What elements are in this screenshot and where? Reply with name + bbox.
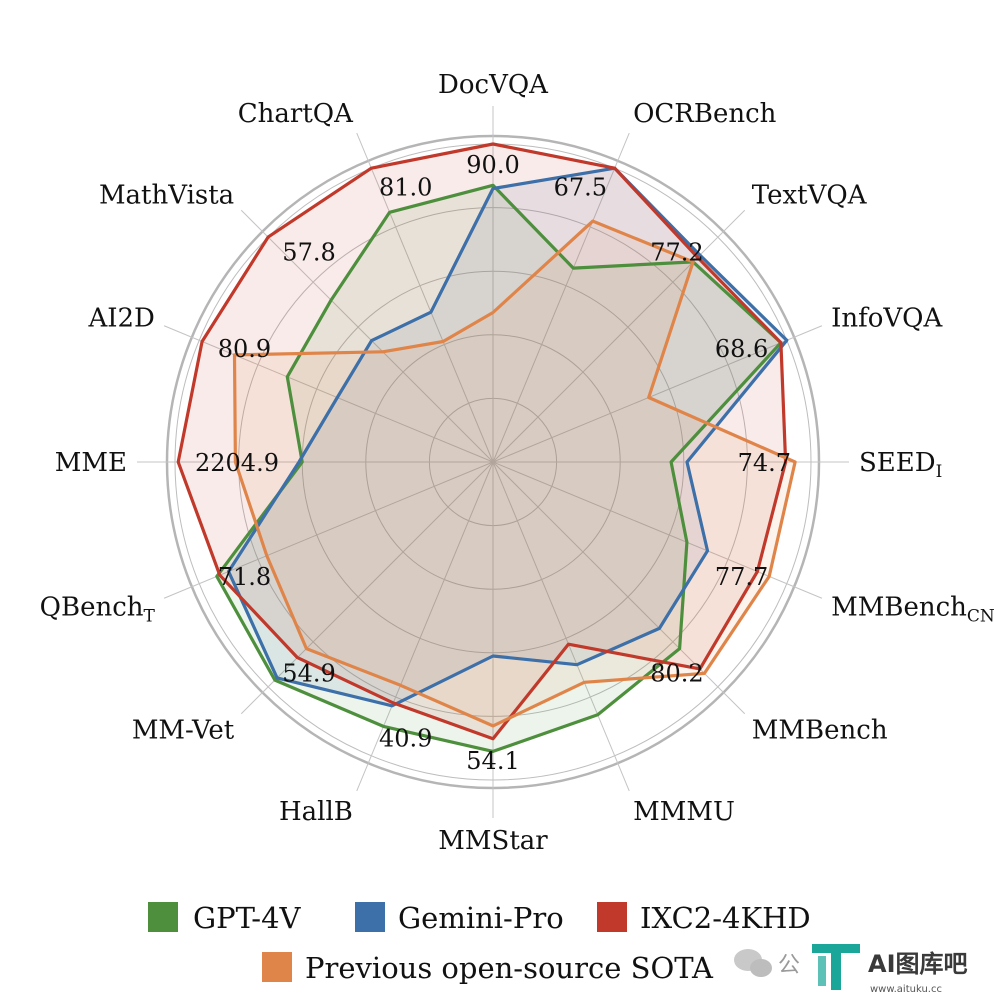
series-area-gemini-pro [228,168,787,706]
axis-label-ocrbench: OCRBench [633,99,777,129]
max-value-infovqa: 68.6 [715,335,768,363]
series-area-previous-open-source-sota [234,221,796,726]
spoke-mm-vet [240,461,494,715]
spoke-mmbench [492,461,746,715]
max-value-mmstar: 54.1 [466,747,519,775]
legend-item-gemini: Gemini-Pro [355,901,564,935]
max-value-hallb: 40.9 [379,724,432,752]
axis-labels: DocVQA 90.0 OCRBench 67.5 TextVQA 77.2 InfoVQA… [40,70,994,856]
max-value-mme: 2204.9 [195,449,279,477]
brand-name: AI图库吧 [868,950,968,978]
spoke-mathvista [240,209,494,463]
watermark: 公 AI图库吧 www.aituku.cc [734,944,968,995]
max-value-docvqa: 90.0 [466,151,519,179]
max-value-seed-i: 74.7 [738,449,791,477]
axis-label-hallb: HallB [279,797,353,827]
brand-logo-icon [812,944,860,990]
spoke-ocrbench [492,132,630,463]
brand-url: www.aituku.cc [870,984,942,995]
axis-label-qbench-t: QBenchT [40,593,156,627]
axis-label-mmbench-cn: MMBenchCN [831,593,994,627]
legend-label-gemini: Gemini-Pro [398,901,564,935]
legend-swatch-gemini [355,902,385,932]
spoke-infovqa [492,325,823,463]
max-value-mmbench-cn: 77.7 [715,563,768,591]
axis-label-mm-vet: MM-Vet [132,715,235,745]
wechat-icon [734,949,772,977]
max-value-qbench-t: 71.8 [218,563,271,591]
series-lines [176,142,797,754]
axis-label-chartqa: ChartQA [238,99,354,129]
spoke-mmbenchcn [492,461,823,599]
series-areas [178,144,796,752]
series-line-ixc2-4khd [176,142,788,741]
legend: GPT-4V Gemini-Pro IXC2-4KHD Previous ope… [148,901,811,985]
axis-label-ai2d: AI2D [87,303,154,333]
max-value-chartqa: 81.0 [379,174,432,202]
spoke-ai2d [163,325,494,463]
max-value-mm-vet: 54.9 [282,660,335,688]
legend-item-sota: Previous open-source SOTA [262,951,714,985]
series-line-previous-open-source-sota [232,219,797,728]
series-line-gpt-4v [215,183,783,754]
wechat-label: 公 [778,953,800,978]
spoke-mmmu [492,461,630,792]
max-value-mathvista: 57.8 [282,238,335,266]
spoke-hallb [356,461,494,792]
max-value-ocrbench: 67.5 [554,174,607,202]
legend-swatch-gpt4v [148,902,178,932]
legend-item-gpt4v: GPT-4V [148,901,302,935]
spoke-textvqa [492,209,746,463]
legend-label-sota: Previous open-source SOTA [305,951,714,985]
max-value-textvqa: 77.2 [650,238,703,266]
axis-label-mmmu: MMMU [633,797,735,827]
spoke-chartqa [356,132,494,463]
max-value-mmbench: 80.2 [650,660,703,688]
series-area-ixc2-4khd [178,144,786,739]
axis-label-mmbench: MMBench [752,715,888,745]
legend-swatch-sota [262,952,292,982]
legend-label-gpt4v: GPT-4V [193,901,302,935]
series-line-gemini-pro [227,166,789,708]
series-area-gpt-4v [216,185,781,752]
axis-label-infovqa: InfoVQA [831,303,943,333]
max-value-ai2d: 80.9 [218,335,271,363]
legend-swatch-ixc [597,902,627,932]
axis-label-seed-i: SEEDI [859,448,942,482]
legend-item-ixc: IXC2-4KHD [597,901,811,935]
axis-label-mmstar: MMStar [438,826,548,856]
axis-label-mme: MME [55,448,127,478]
axis-label-mathvista: MathVista [99,181,234,211]
axis-label-docvqa: DocVQA [438,70,549,100]
axis-label-textvqa: TextVQA [752,181,868,211]
legend-label-ixc: IXC2-4KHD [640,901,811,935]
